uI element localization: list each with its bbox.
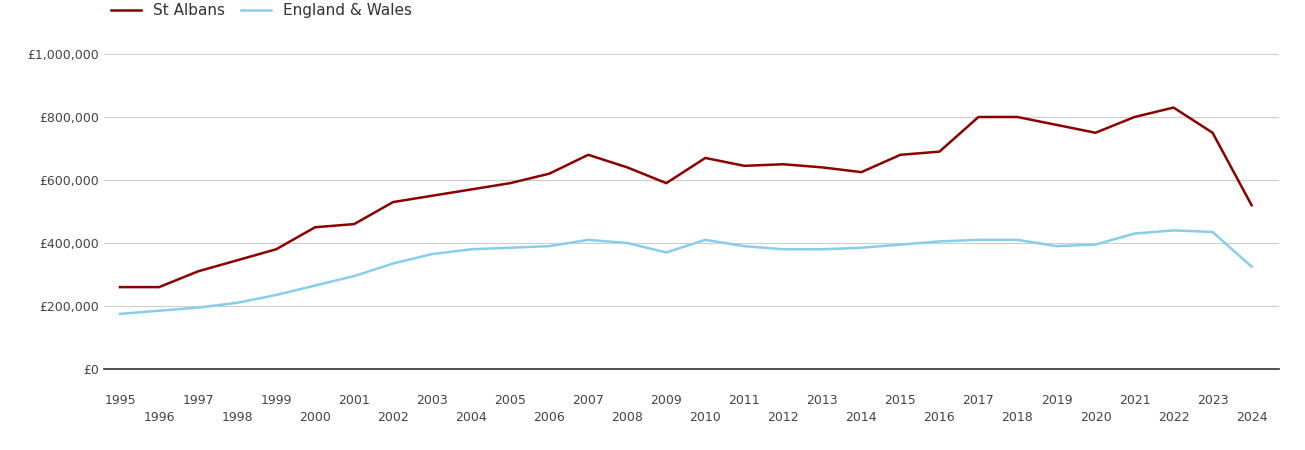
St Albans: [1049, 122, 1065, 128]
Text: 2020: 2020: [1079, 411, 1112, 423]
Text: 2014: 2014: [846, 411, 877, 423]
Line: England & Wales: England & Wales: [120, 230, 1251, 314]
Text: 2013: 2013: [806, 394, 838, 407]
St Albans: [424, 193, 440, 198]
St Albans: [971, 114, 987, 120]
St Albans: [307, 225, 322, 230]
Text: 2003: 2003: [416, 394, 448, 407]
Text: 2021: 2021: [1118, 394, 1150, 407]
St Albans: [542, 171, 557, 176]
Text: 2010: 2010: [689, 411, 722, 423]
Text: 2012: 2012: [767, 411, 799, 423]
Text: 1999: 1999: [260, 394, 292, 407]
Text: 2015: 2015: [885, 394, 916, 407]
England & Wales: [581, 237, 596, 243]
England & Wales: [1205, 230, 1220, 235]
Text: 2000: 2000: [299, 411, 331, 423]
St Albans: [620, 165, 636, 170]
England & Wales: [1049, 243, 1065, 249]
Text: 2007: 2007: [573, 394, 604, 407]
Text: 2018: 2018: [1002, 411, 1034, 423]
England & Wales: [1165, 228, 1181, 233]
St Albans: [932, 149, 947, 154]
St Albans: [736, 163, 752, 168]
England & Wales: [932, 238, 947, 244]
St Albans: [346, 221, 361, 227]
England & Wales: [1244, 264, 1259, 269]
England & Wales: [542, 243, 557, 249]
St Albans: [853, 169, 869, 175]
St Albans: [1087, 130, 1103, 135]
England & Wales: [112, 311, 128, 317]
England & Wales: [736, 243, 752, 249]
England & Wales: [385, 261, 401, 266]
St Albans: [230, 257, 245, 263]
Text: 2002: 2002: [377, 411, 408, 423]
St Albans: [385, 199, 401, 205]
England & Wales: [620, 240, 636, 246]
England & Wales: [424, 251, 440, 256]
St Albans: [463, 187, 479, 192]
St Albans: [814, 165, 830, 170]
St Albans: [775, 162, 791, 167]
Text: 2001: 2001: [338, 394, 371, 407]
Text: 2011: 2011: [728, 394, 760, 407]
Text: 1995: 1995: [104, 394, 136, 407]
Text: 1996: 1996: [144, 411, 175, 423]
England & Wales: [1010, 237, 1026, 243]
St Albans: [502, 180, 518, 186]
Text: 2024: 2024: [1236, 411, 1267, 423]
St Albans: [1010, 114, 1026, 120]
England & Wales: [230, 300, 245, 306]
St Albans: [112, 284, 128, 290]
Line: St Albans: St Albans: [120, 108, 1251, 287]
Text: 2008: 2008: [611, 411, 643, 423]
Text: 2006: 2006: [534, 411, 565, 423]
England & Wales: [502, 245, 518, 250]
England & Wales: [191, 305, 206, 310]
England & Wales: [307, 283, 322, 288]
England & Wales: [1126, 231, 1142, 236]
England & Wales: [1087, 242, 1103, 248]
St Albans: [697, 155, 713, 161]
St Albans: [191, 269, 206, 274]
St Albans: [151, 284, 167, 290]
Text: 2022: 2022: [1158, 411, 1189, 423]
England & Wales: [814, 247, 830, 252]
Text: 2004: 2004: [455, 411, 487, 423]
St Albans: [1165, 105, 1181, 110]
England & Wales: [346, 273, 361, 279]
Text: 2016: 2016: [924, 411, 955, 423]
Text: 2019: 2019: [1040, 394, 1073, 407]
Text: 1998: 1998: [222, 411, 253, 423]
St Albans: [1244, 202, 1259, 208]
Text: 2023: 2023: [1197, 394, 1228, 407]
Text: 2017: 2017: [963, 394, 994, 407]
England & Wales: [659, 250, 675, 255]
England & Wales: [463, 247, 479, 252]
Text: 1997: 1997: [183, 394, 214, 407]
England & Wales: [971, 237, 987, 243]
St Albans: [269, 247, 284, 252]
Text: 2005: 2005: [495, 394, 526, 407]
England & Wales: [893, 242, 908, 248]
England & Wales: [269, 292, 284, 298]
Text: 2009: 2009: [650, 394, 683, 407]
England & Wales: [853, 245, 869, 250]
St Albans: [1126, 114, 1142, 120]
St Albans: [1205, 130, 1220, 135]
England & Wales: [775, 247, 791, 252]
England & Wales: [697, 237, 713, 243]
St Albans: [893, 152, 908, 158]
St Albans: [659, 180, 675, 186]
St Albans: [581, 152, 596, 158]
Legend: St Albans, England & Wales: St Albans, England & Wales: [104, 0, 419, 24]
England & Wales: [151, 308, 167, 313]
